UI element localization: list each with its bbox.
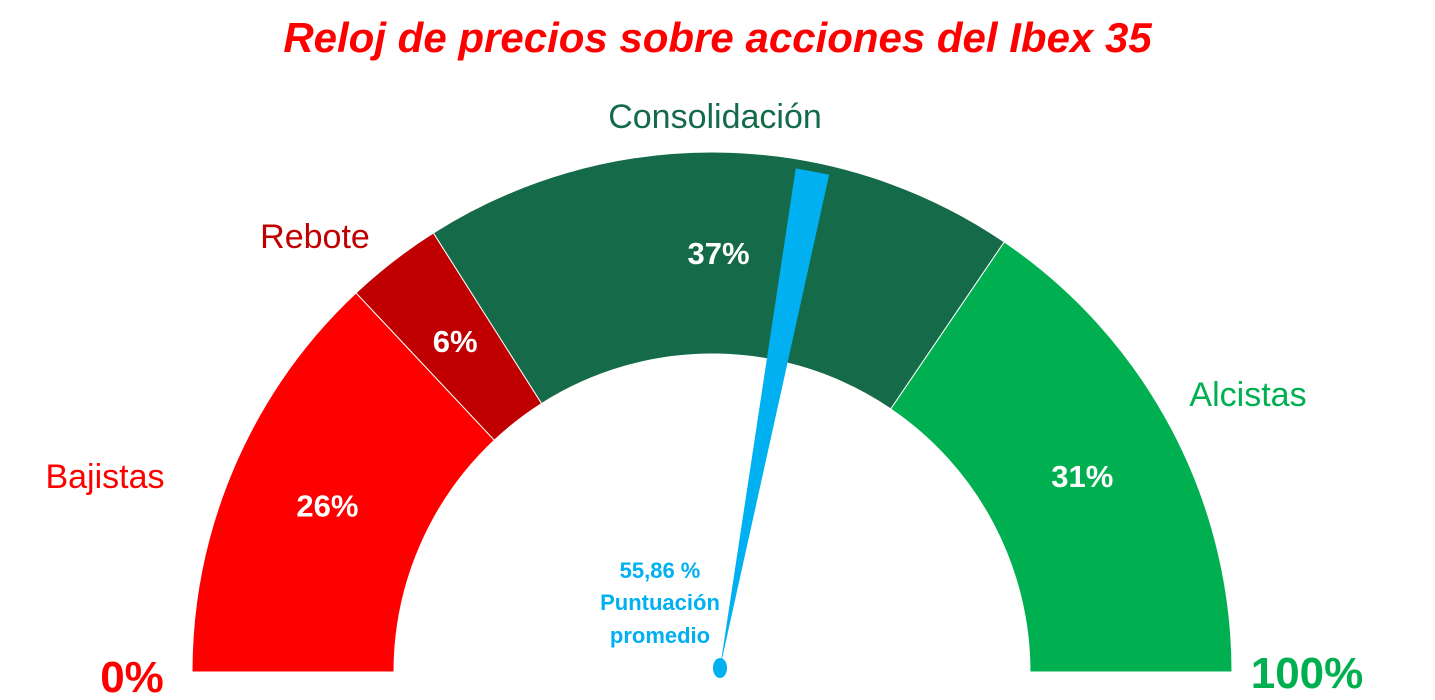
segment-value-label-1: 26% [296,489,358,524]
segment-value-label-2: 6% [433,324,478,359]
segment-value-label-3: 37% [688,236,750,271]
needle-caption-line2: promedio [610,623,710,648]
segment-category-label-1: Bajistas [45,458,164,496]
needle-value-label: 55,86 % [620,558,701,583]
needle-caption-line1: Puntuación [600,590,720,615]
gauge-segment-4 [890,241,1233,673]
segment-value-label-4: 31% [1051,459,1113,494]
chart-title: Reloj de precios sobre acciones del Ibex… [283,14,1152,61]
segment-category-label-3: Consolidación [608,98,822,136]
range-max-label: 100% [1251,649,1364,698]
range-min-label: 0% [100,653,164,700]
segment-category-label-4: Alcistas [1189,376,1306,414]
gauge-needle [720,168,830,668]
segment-category-label-2: Rebote [260,218,370,256]
needle-caption: 55,86 % Puntuación promedio [600,558,720,648]
gauge-segment-1 [191,292,496,673]
gauge-needle-hub [713,658,727,678]
gauge-segment-3 [432,151,1005,410]
